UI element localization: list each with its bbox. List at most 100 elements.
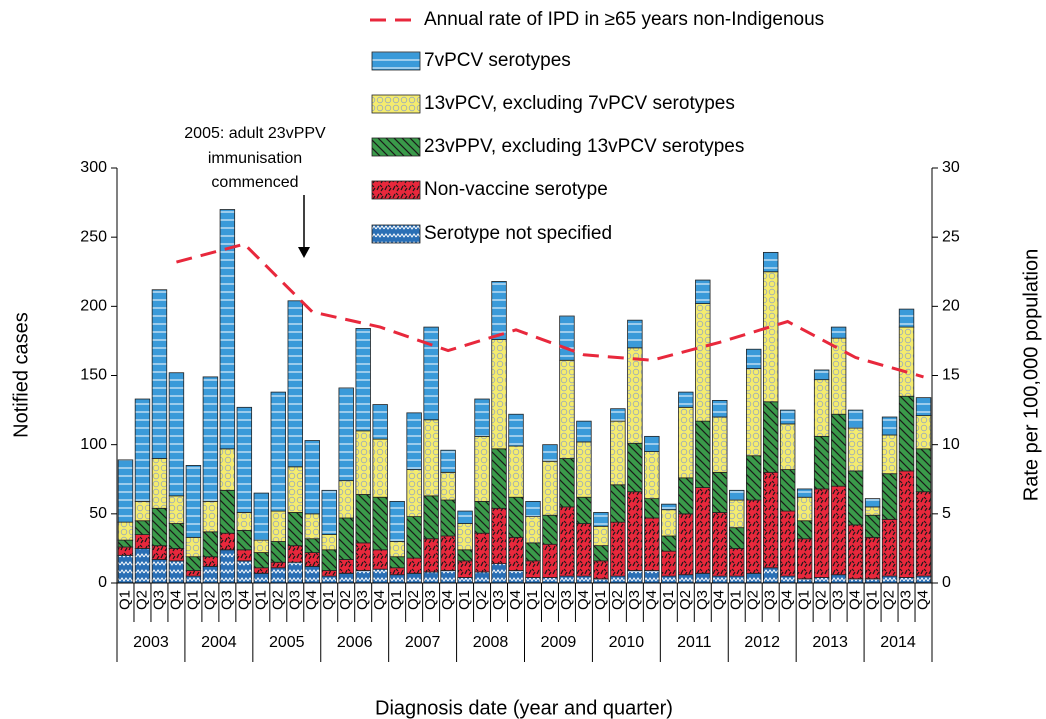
- bar-segment: [440, 570, 456, 584]
- bar-segment: [355, 494, 371, 544]
- bar-segment: [185, 575, 202, 584]
- y2-tick-label: 30: [942, 159, 960, 176]
- x-tick-label: Q4: [371, 590, 388, 610]
- bar-segment: [270, 561, 287, 569]
- bar-segment: [134, 548, 151, 584]
- bar-segment: [915, 491, 932, 577]
- x-tick-label: Q4: [914, 590, 931, 610]
- bar-segment: [576, 575, 592, 584]
- bar-segment: [406, 469, 422, 518]
- bar-segment: [661, 503, 677, 511]
- bar-segment: [168, 548, 185, 562]
- bar-segment: [508, 445, 524, 498]
- bar-segment: [151, 458, 168, 509]
- x-tick-label: Q2: [133, 590, 150, 610]
- y2-tick-label: 15: [942, 367, 960, 384]
- bar-segment: [762, 471, 779, 569]
- bar-segment: [270, 567, 287, 584]
- bar-segment: [881, 575, 898, 584]
- x-tick-label: Q3: [694, 590, 711, 610]
- year-label: 2013: [812, 634, 848, 651]
- bar-segment: [542, 444, 558, 462]
- bar-segment: [389, 500, 405, 542]
- bar-segment: [576, 420, 592, 443]
- year-label: 2004: [201, 634, 237, 651]
- bar-segment: [644, 435, 660, 452]
- x-tick-label: Q2: [813, 590, 830, 610]
- bar-segment: [525, 516, 541, 544]
- bar-segment: [185, 465, 202, 538]
- legend-label: 7vPCV serotypes: [424, 50, 571, 71]
- bar-segment: [474, 571, 490, 584]
- bar-segment: [830, 337, 847, 415]
- bar-segment: [253, 572, 270, 584]
- bar-segment: [423, 326, 439, 421]
- bar-segment: [779, 510, 796, 577]
- bar-segment: [712, 575, 728, 584]
- annotation: 2005: adult 23vPPV: [184, 125, 326, 142]
- bar-segment: [712, 512, 728, 577]
- bar-segment: [355, 328, 371, 432]
- bar-segment: [219, 209, 236, 450]
- bar-segment: [678, 477, 694, 515]
- year-label: 2014: [880, 634, 916, 651]
- bar-segment: [813, 488, 830, 578]
- bar-segment: [762, 271, 779, 403]
- bar-segment: [813, 577, 830, 584]
- y2-tick-label: 20: [942, 298, 960, 315]
- bar-segment: [151, 507, 168, 547]
- bar-segment: [627, 319, 643, 349]
- year-label: 2006: [337, 634, 373, 651]
- bar-segment: [508, 536, 524, 571]
- bar-segment: [559, 458, 575, 508]
- bar-segment: [168, 372, 185, 497]
- bar-segment: [219, 489, 236, 534]
- bar-segment: [661, 575, 677, 584]
- bar-segment: [542, 577, 558, 584]
- bar-segment: [525, 577, 541, 584]
- bar-segment: [847, 578, 864, 584]
- bar-segment: [219, 532, 236, 551]
- x-tick-label: Q2: [609, 590, 626, 610]
- x-tick-label: Q2: [677, 590, 694, 610]
- bar-segment: [304, 440, 320, 515]
- bar-segment: [440, 471, 456, 501]
- bar-segment: [457, 523, 473, 551]
- bar-segment: [627, 491, 643, 571]
- bar-segment: [168, 560, 185, 584]
- x-tick-label: Q3: [286, 590, 303, 610]
- bar-segment: [525, 542, 541, 562]
- bar-segment: [457, 560, 473, 578]
- legend-label: Serotype not specified: [424, 223, 612, 244]
- y2-tick-label: 0: [942, 574, 951, 591]
- bar-segment: [287, 561, 303, 584]
- bar-segment: [355, 430, 371, 495]
- x-tick-label: Q4: [779, 590, 796, 610]
- x-tick-label: Q3: [558, 590, 575, 610]
- bar-segment: [525, 560, 541, 578]
- bar-segment: [423, 495, 439, 540]
- bar-segment: [898, 308, 915, 328]
- x-tick-label: Q1: [864, 590, 881, 610]
- bar-segment: [762, 251, 779, 273]
- bar-segment: [491, 339, 507, 450]
- bar-segment: [847, 427, 864, 472]
- bar-segment: [134, 520, 151, 535]
- x-tick-label: Q2: [473, 590, 490, 610]
- x-tick-label: Q1: [660, 590, 677, 610]
- bar-segment: [813, 435, 830, 490]
- bar-segment: [372, 549, 388, 570]
- x-tick-label: Q4: [643, 590, 660, 610]
- x-tick-label: Q1: [388, 590, 405, 610]
- bar-segment: [151, 289, 168, 459]
- bar-segment: [864, 506, 881, 516]
- bar-segment: [134, 398, 151, 502]
- bar-segment: [559, 359, 575, 459]
- bar-segment: [508, 413, 524, 447]
- bar-segment: [762, 567, 779, 584]
- bar-segment: [321, 549, 337, 571]
- bar-segment: [746, 455, 762, 501]
- bar-segment: [117, 521, 134, 541]
- bar-segment: [678, 406, 694, 479]
